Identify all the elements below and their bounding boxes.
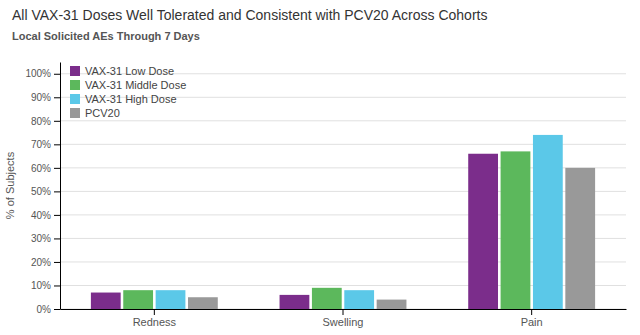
x-tick-label: Pain <box>521 316 543 328</box>
bar <box>188 297 218 309</box>
y-tick: 70% <box>31 139 60 150</box>
bar <box>312 288 342 309</box>
y-tick-label: 90% <box>31 92 51 103</box>
y-tick-label: 30% <box>31 233 51 244</box>
legend-swatch <box>70 94 80 104</box>
x-tick: Swelling <box>323 309 364 328</box>
y-tick-mark <box>54 121 60 122</box>
x-tick-mark <box>531 309 532 315</box>
legend: VAX-31 Low Dose VAX-31 Middle Dose VAX-31 … <box>70 65 186 119</box>
legend-item: PCV20 <box>70 107 120 119</box>
x-tick: Redness <box>133 309 177 328</box>
series <box>156 135 563 309</box>
y-axis: 0% 10% 20% 30% 40% 50% 60% 70% 80% 90% 100% <box>25 63 60 315</box>
y-tick-mark <box>54 262 60 263</box>
x-tick: Pain <box>521 309 543 328</box>
grid-line <box>60 120 626 121</box>
bar <box>533 135 563 309</box>
title: All VAX-31 Doses Well Tolerated and Cons… <box>12 7 487 23</box>
legend-item: VAX-31 Low Dose <box>70 65 174 77</box>
legend-item: VAX-31 High Dose <box>70 93 177 105</box>
y-tick-label: 60% <box>31 163 51 174</box>
subtitle: Local Solicited AEs Through 7 Days <box>12 30 200 42</box>
bar <box>123 290 153 309</box>
y-tick: 90% <box>31 92 60 103</box>
y-tick-mark <box>54 144 60 145</box>
bar <box>91 293 121 309</box>
y-tick-label: 20% <box>31 257 51 268</box>
y-tick: 0% <box>37 304 60 315</box>
x-axis: Redness Swelling Pain <box>61 309 627 328</box>
y-tick-mark <box>54 74 60 75</box>
series <box>123 151 530 309</box>
y-tick-label: 80% <box>31 116 51 127</box>
x-tick-label: Swelling <box>323 316 364 328</box>
bar <box>565 168 595 309</box>
bar <box>344 290 374 309</box>
bar <box>280 295 310 309</box>
chart: All VAX-31 Doses Well Tolerated and Cons… <box>0 0 640 335</box>
bar <box>156 290 186 309</box>
y-tick: 40% <box>31 210 60 221</box>
y-tick: 10% <box>31 280 60 291</box>
y-tick: 50% <box>31 186 60 197</box>
bar <box>377 300 407 309</box>
legend-label: VAX-31 Middle Dose <box>85 79 186 91</box>
y-tick-label: 10% <box>31 280 51 291</box>
y-tick-label: 70% <box>31 139 51 150</box>
y-tick-mark <box>54 309 60 310</box>
y-tick-label: 50% <box>31 186 51 197</box>
x-tick-mark <box>154 309 155 315</box>
series <box>188 168 595 309</box>
y-tick-label: 40% <box>31 210 51 221</box>
y-tick: 30% <box>31 233 60 244</box>
y-tick: 100% <box>25 68 60 79</box>
x-tick-mark <box>343 309 344 315</box>
x-tick-label: Redness <box>133 316 177 328</box>
y-tick-mark <box>54 97 60 98</box>
legend-swatch <box>70 66 80 76</box>
y-tick-label: 100% <box>25 68 51 79</box>
y-axis-line <box>60 63 61 310</box>
legend-swatch <box>70 108 80 118</box>
grid <box>60 74 626 309</box>
y-tick: 80% <box>31 116 60 127</box>
y-tick-mark <box>54 238 60 239</box>
legend-swatch <box>70 80 80 90</box>
legend-label: VAX-31 Low Dose <box>85 65 174 77</box>
legend-label: PCV20 <box>85 107 120 119</box>
legend-item: VAX-31 Middle Dose <box>70 79 186 91</box>
y-tick-mark <box>54 191 60 192</box>
legend-label: VAX-31 High Dose <box>85 93 177 105</box>
y-tick: 20% <box>31 257 60 268</box>
y-axis-title: % of Subjects <box>4 151 16 219</box>
y-tick-label: 0% <box>37 304 52 315</box>
y-tick-mark <box>54 168 60 169</box>
plot: 0% 10% 20% 30% 40% 50% 60% 70% 80% 90% 100% Redness… <box>25 63 626 328</box>
bars <box>91 135 595 309</box>
y-tick-mark <box>54 215 60 216</box>
series <box>91 154 498 309</box>
bar <box>501 151 531 309</box>
y-tick: 60% <box>31 163 60 174</box>
y-tick-mark <box>54 285 60 286</box>
bar <box>468 154 498 309</box>
